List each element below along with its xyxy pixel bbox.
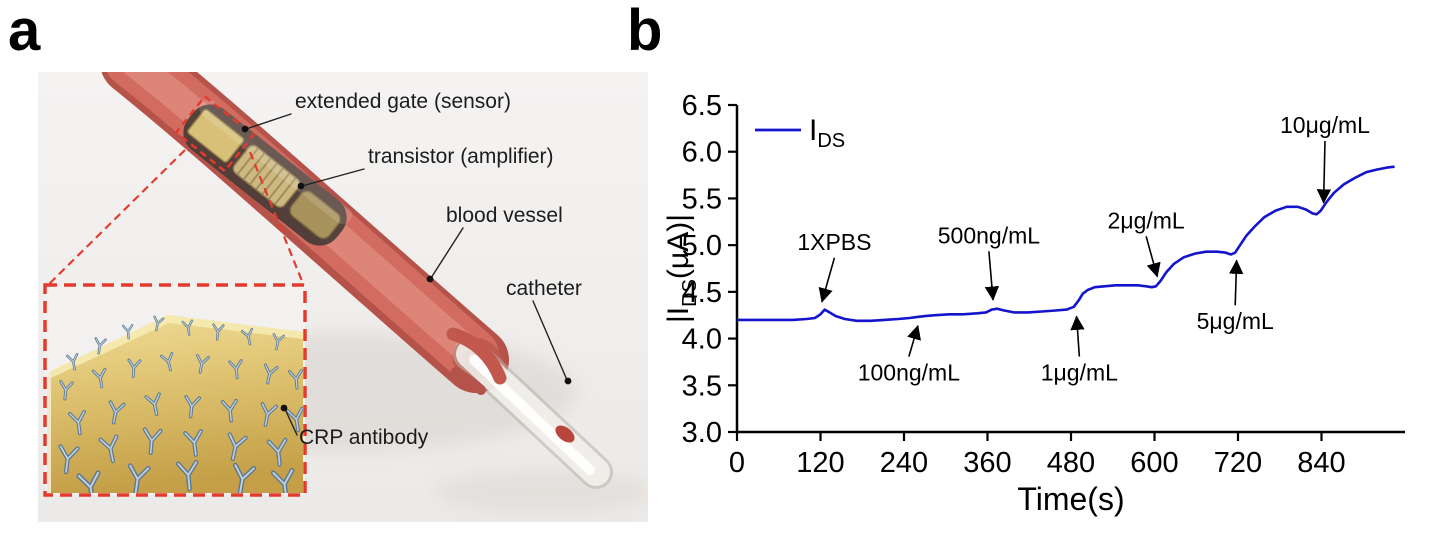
antibody (285, 406, 303, 433)
x-tick-label: 600 (1130, 447, 1178, 479)
antibody (94, 337, 107, 355)
y-tick-label: 3.0 (682, 417, 722, 449)
red-blood-cell (555, 425, 575, 443)
annotation-arrow (1316, 141, 1332, 204)
callout-extended-gate: extended gate (sensor) (295, 90, 511, 113)
leader-transistor (301, 168, 365, 187)
annotation-arrow (907, 324, 922, 357)
sensor-highlight-box (174, 94, 256, 173)
antibody (108, 400, 126, 425)
zoom-connector-left (46, 149, 186, 287)
annotation-label: 500ng/mL (938, 222, 1041, 248)
y-tick-label: 5.0 (682, 230, 722, 262)
annotation-arrow (1228, 259, 1244, 306)
antibody (233, 462, 257, 493)
inset-content (47, 315, 303, 493)
antibody (68, 410, 86, 436)
antibody (175, 459, 199, 492)
antibody (266, 437, 288, 467)
antibody (240, 327, 254, 346)
x-tick-label: 240 (880, 447, 928, 479)
gold-sensor-surface (51, 315, 303, 493)
antibody (122, 324, 134, 340)
zoom-connector-right (248, 151, 306, 287)
panel-a-callouts: extended gate (sensor) transistor (ampli… (241, 90, 582, 449)
inset-zoom-box (43, 283, 307, 497)
antibody (59, 380, 74, 401)
leader-catheter (532, 300, 568, 381)
annotation-label: 5μg/mL (1197, 308, 1274, 334)
antibody (127, 463, 151, 493)
antibody (144, 392, 161, 417)
antibody (270, 467, 295, 493)
antibody (220, 398, 238, 423)
y-axis-title: |IDS(μA)| (662, 214, 701, 323)
y-tick-label: 4.5 (682, 277, 722, 309)
callout-transistor: transistor (amplifier) (368, 145, 554, 168)
panel-a-label: a (8, 0, 41, 63)
series-line-ids (737, 165, 1395, 323)
annotation-label: 100ng/mL (858, 360, 961, 386)
annotation-arrow (1145, 236, 1161, 278)
x-tick-label: 0 (729, 447, 745, 479)
y-tick-label: 4.0 (682, 324, 722, 356)
antibody (212, 323, 225, 341)
x-tick-label: 360 (963, 447, 1011, 479)
antibody (227, 432, 248, 462)
antibody (228, 359, 243, 380)
antibody (196, 354, 210, 374)
y-tick-label: 6.0 (682, 137, 722, 169)
panel-a-illustration: extended gate (sensor) transistor (ampli… (38, 72, 648, 522)
annotation-arrow (984, 251, 1000, 301)
annotation-label: 1XPBS (797, 229, 871, 255)
antibody (260, 401, 279, 427)
antibody (184, 394, 202, 419)
leader-blood-vessel (430, 227, 464, 279)
antibodies-group (58, 315, 303, 493)
legend-label: IDS (809, 114, 845, 152)
callout-blood-vessel: blood vessel (446, 204, 563, 227)
antibody (142, 427, 163, 455)
x-tick-label: 120 (796, 447, 844, 479)
leader-crp-antibody (284, 408, 298, 436)
antibody (160, 352, 174, 372)
x-tick-label: 840 (1297, 447, 1345, 479)
leader-extended-gate (245, 113, 292, 130)
x-tick-label: 720 (1214, 447, 1262, 479)
antibody (183, 429, 203, 457)
antibody (181, 319, 194, 336)
antibody (127, 358, 142, 378)
antibody (153, 315, 165, 332)
annotation-arrow (818, 257, 836, 303)
extended-gate-sensor (187, 108, 245, 163)
antibody (288, 369, 303, 390)
antibody (91, 367, 107, 389)
antibody (66, 353, 79, 371)
annotation-label: 2μg/mL (1108, 207, 1185, 233)
y-tick-label: 3.5 (682, 370, 722, 402)
antibody (272, 333, 285, 351)
annotation-arrow (1070, 315, 1085, 357)
x-axis-title: Time(s) (1017, 481, 1124, 517)
annotation-label: 10μg/mL (1280, 112, 1370, 138)
panel-b-chart: 0 120 240 360 480 600 720 840 3.0 3.5 4.0 4.5 5.0 5.5… (662, 90, 1405, 517)
antibody (263, 363, 279, 385)
antibody (58, 444, 80, 475)
y-tick-label: 5.5 (682, 183, 722, 215)
sensor-device (174, 94, 352, 246)
antibody (76, 470, 101, 493)
callout-crp-antibody: CRP antibody (299, 426, 429, 449)
catheter-tube (446, 327, 613, 489)
annotation-label: 1μg/mL (1041, 360, 1118, 386)
y-tick-label: 6.5 (682, 90, 722, 122)
vessel-lip (446, 327, 507, 385)
callout-catheter: catheter (506, 277, 582, 300)
x-tick-label: 480 (1047, 447, 1095, 479)
catheter-shadow (433, 470, 648, 514)
panel-b-label: b (627, 0, 663, 63)
antibody (98, 434, 119, 464)
